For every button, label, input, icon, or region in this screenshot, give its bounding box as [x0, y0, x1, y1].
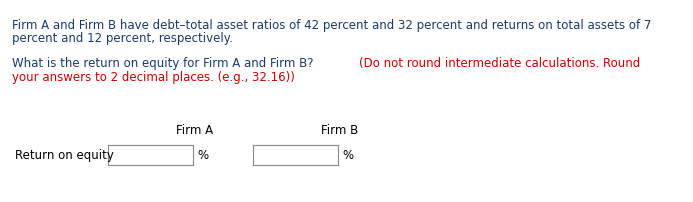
- Text: What is the return on equity for Firm A and Firm B?: What is the return on equity for Firm A …: [12, 57, 317, 69]
- Text: %: %: [197, 149, 208, 162]
- Text: Return on equity: Return on equity: [15, 149, 114, 162]
- Text: Firm A: Firm A: [177, 124, 213, 137]
- Text: Firm B: Firm B: [322, 124, 358, 137]
- Text: your answers to 2 decimal places. (e.g., 32.16)): your answers to 2 decimal places. (e.g.,…: [12, 71, 295, 84]
- Text: percent and 12 percent, respectively.: percent and 12 percent, respectively.: [12, 32, 234, 45]
- Text: %: %: [342, 149, 353, 162]
- Text: Firm A and Firm B have debt–total asset ratios of 42 percent and 32 percent and : Firm A and Firm B have debt–total asset …: [12, 19, 652, 32]
- Text: (Do not round intermediate calculations. Round: (Do not round intermediate calculations.…: [359, 57, 640, 69]
